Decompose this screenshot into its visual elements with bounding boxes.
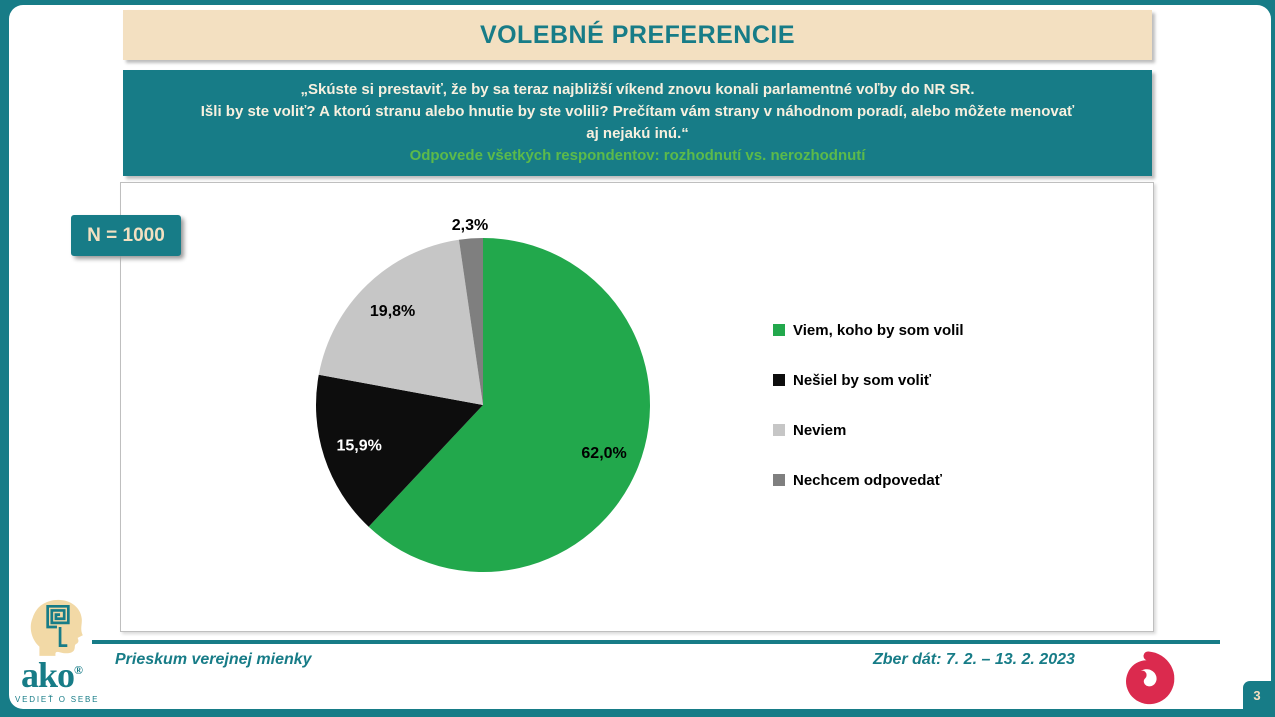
pie-slice-0: [368, 238, 650, 572]
page-number-tab: 3: [1243, 681, 1271, 709]
legend-item-viem-koho: Viem, koho by som volil: [773, 320, 964, 340]
sample-size-badge: N = 1000: [71, 215, 181, 256]
page-number: 3: [1253, 687, 1261, 703]
pie-chart: 62,0% 15,9% 19,8% 2,3%: [315, 217, 650, 572]
pie-data-label-3: 2,3%: [452, 217, 488, 234]
registered-mark: ®: [74, 663, 83, 677]
legend-swatch-green: [773, 324, 785, 336]
legend-item-neviem: Neviem: [773, 420, 964, 440]
legend-label: Nešiel by som voliť: [793, 371, 932, 389]
pie-data-label-0: 62,0%: [581, 445, 626, 462]
ako-head-icon: [30, 599, 83, 656]
pie-data-label-2: 19,8%: [370, 303, 415, 320]
red-spiral-icon: [1125, 651, 1175, 705]
footer-date: Zber dát: 7. 2. – 13. 2. 2023: [873, 651, 1075, 668]
footer-divider: [92, 640, 1220, 644]
title-banner: VOLEBNÉ PREFERENCIE: [123, 10, 1152, 60]
spiral-stem: [58, 627, 68, 647]
pie-data-label-1: 15,9%: [337, 438, 382, 455]
legend-label: Nechcem odpovedať: [793, 471, 942, 489]
question-banner: „Skúste si prestaviť, že by sa teraz naj…: [123, 70, 1152, 176]
square-spiral-icon: [46, 604, 70, 629]
legend-swatch-black: [773, 374, 785, 386]
question-line-1: „Skúste si prestaviť, že by sa teraz naj…: [300, 81, 975, 98]
question-subtitle: Odpovede všetkých respondentov: rozhodnu…: [409, 147, 866, 164]
chart-legend: Viem, koho by som volil Nešiel by som vo…: [773, 320, 964, 520]
question-line-3: aj nejakú inú.“: [586, 125, 689, 142]
ako-logo: ako® VEDIEŤ O SEBE: [12, 598, 118, 704]
ako-wordmark: ako®: [21, 657, 118, 693]
ako-tagline: VEDIEŤ O SEBE: [15, 695, 100, 704]
ako-brand-text: ako: [21, 655, 75, 695]
legend-item-nesiel-by: Nešiel by som voliť: [773, 370, 964, 390]
footer-caption: Prieskum verejnej mienky: [115, 651, 312, 668]
pie-slice-1: [315, 374, 483, 527]
legend-item-nechcem: Nechcem odpovedať: [773, 470, 964, 490]
pie-slice-3: [458, 238, 483, 405]
legend-label: Viem, koho by som volil: [793, 321, 964, 339]
pie-slice-2: [318, 239, 483, 405]
red-spiral-path: [1125, 651, 1175, 705]
legend-swatch-lightgray: [773, 424, 785, 436]
legend-label: Neviem: [793, 421, 847, 439]
legend-swatch-darkgray: [773, 474, 785, 486]
page-title: VOLEBNÉ PREFERENCIE: [479, 20, 796, 49]
question-line-2: Išli by ste voliť? A ktorú stranu alebo …: [200, 103, 1075, 120]
